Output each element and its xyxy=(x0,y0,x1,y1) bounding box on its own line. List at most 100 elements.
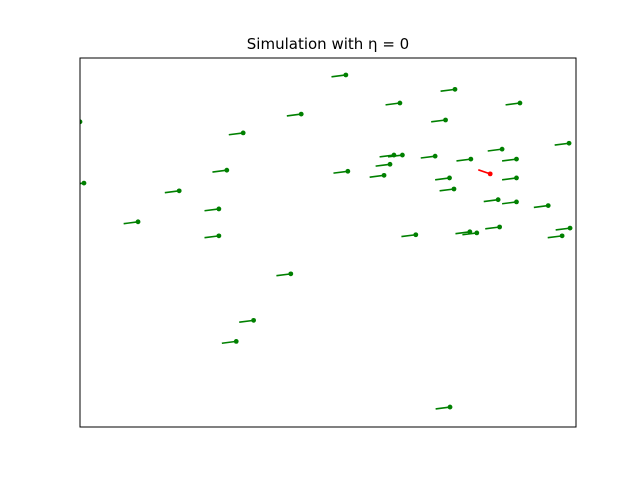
agent-heading-line xyxy=(505,102,521,106)
agent-heading-line xyxy=(80,182,85,185)
agent-heading-line xyxy=(401,233,416,238)
agent-point xyxy=(288,271,294,277)
agent-marker xyxy=(80,180,87,186)
agent-marker xyxy=(555,225,573,231)
agent-marker xyxy=(276,271,294,277)
agent-marker xyxy=(420,153,438,159)
agent-point xyxy=(447,175,452,181)
agent-marker xyxy=(547,233,565,239)
agent-heading-line xyxy=(439,188,455,192)
agent-heading-line xyxy=(420,155,436,159)
agent-heading-line xyxy=(379,154,395,158)
plot-area-frame xyxy=(79,57,577,428)
agent-point xyxy=(514,199,519,205)
agent-point xyxy=(343,72,349,78)
agent-point xyxy=(80,119,83,125)
agent-heading-line xyxy=(228,132,244,136)
agent-heading-line xyxy=(387,154,403,158)
agent-heading-line xyxy=(533,204,549,209)
agent-point xyxy=(387,161,393,167)
agent-marker xyxy=(164,188,182,194)
agent-heading-line xyxy=(221,340,237,345)
agents-layer xyxy=(80,72,573,410)
agent-marker xyxy=(501,156,519,162)
agent-marker xyxy=(435,404,453,410)
agent-heading-line xyxy=(164,190,180,194)
agent-marker xyxy=(333,168,351,174)
agent-point xyxy=(224,167,230,173)
agent-point xyxy=(81,180,87,186)
agent-marker xyxy=(501,175,519,181)
agent-heading-line xyxy=(333,170,348,174)
agent-marker xyxy=(212,167,230,173)
agent-marker xyxy=(440,86,458,93)
agent-point xyxy=(514,156,519,162)
agent-point xyxy=(517,100,523,106)
agent-marker xyxy=(487,146,505,152)
agent-heading-line xyxy=(369,174,385,178)
agent-marker xyxy=(401,232,419,238)
agent-point xyxy=(514,175,519,181)
agent-heading-line xyxy=(286,113,302,117)
agent-point xyxy=(447,404,453,410)
agent-heading-line xyxy=(276,273,291,277)
agent-marker xyxy=(505,100,523,106)
agent-marker xyxy=(331,72,349,78)
agent-heading-line xyxy=(485,226,500,230)
agent-point xyxy=(432,153,438,159)
agent-marker xyxy=(123,219,141,225)
agent-point xyxy=(413,232,419,238)
agent-point xyxy=(468,156,474,162)
agent-marker xyxy=(439,186,457,192)
agent-point xyxy=(499,146,505,152)
agent-heading-line xyxy=(204,235,219,239)
agent-heading-line xyxy=(212,169,227,173)
agent-point xyxy=(216,206,222,212)
agent-heading-line xyxy=(331,74,346,78)
highlighted-agent-marker xyxy=(478,169,493,177)
agent-marker xyxy=(483,197,501,203)
agent-point xyxy=(240,130,246,136)
agent-marker xyxy=(456,156,474,162)
agent-marker xyxy=(375,161,393,167)
agent-marker xyxy=(221,338,239,345)
agent-point xyxy=(443,117,448,123)
agent-heading-line xyxy=(487,148,503,152)
agent-heading-line xyxy=(239,319,254,323)
agent-heading-line xyxy=(501,177,517,181)
agent-point xyxy=(487,171,493,177)
agent-marker xyxy=(435,175,452,181)
agent-marker xyxy=(239,317,256,323)
agent-point xyxy=(451,186,457,192)
agent-point xyxy=(251,317,256,323)
agent-point xyxy=(381,172,387,178)
agent-point xyxy=(233,338,239,344)
agent-heading-line xyxy=(483,198,499,203)
agent-point xyxy=(400,152,405,158)
agent-heading-line xyxy=(555,227,571,231)
agent-heading-line xyxy=(435,177,450,181)
agent-heading-line xyxy=(435,406,451,410)
agent-heading-line xyxy=(80,121,81,123)
agent-marker xyxy=(462,230,480,236)
agent-point xyxy=(567,225,573,231)
agent-marker xyxy=(533,203,551,209)
agent-point xyxy=(397,100,403,106)
agent-heading-line xyxy=(501,201,517,205)
agent-heading-line xyxy=(431,119,446,123)
agent-marker xyxy=(431,117,448,123)
agent-heading-line xyxy=(554,142,570,146)
agent-heading-line xyxy=(204,208,219,212)
agent-heading-line xyxy=(385,102,401,106)
agent-marker xyxy=(286,111,304,117)
agent-point xyxy=(495,197,501,203)
agent-point xyxy=(559,233,565,239)
agent-marker xyxy=(385,100,403,106)
agent-point xyxy=(176,188,182,194)
agent-marker xyxy=(80,119,83,125)
agent-point xyxy=(452,86,458,92)
agent-heading-line xyxy=(456,158,471,162)
agent-marker xyxy=(204,233,222,239)
agent-point xyxy=(545,203,551,209)
